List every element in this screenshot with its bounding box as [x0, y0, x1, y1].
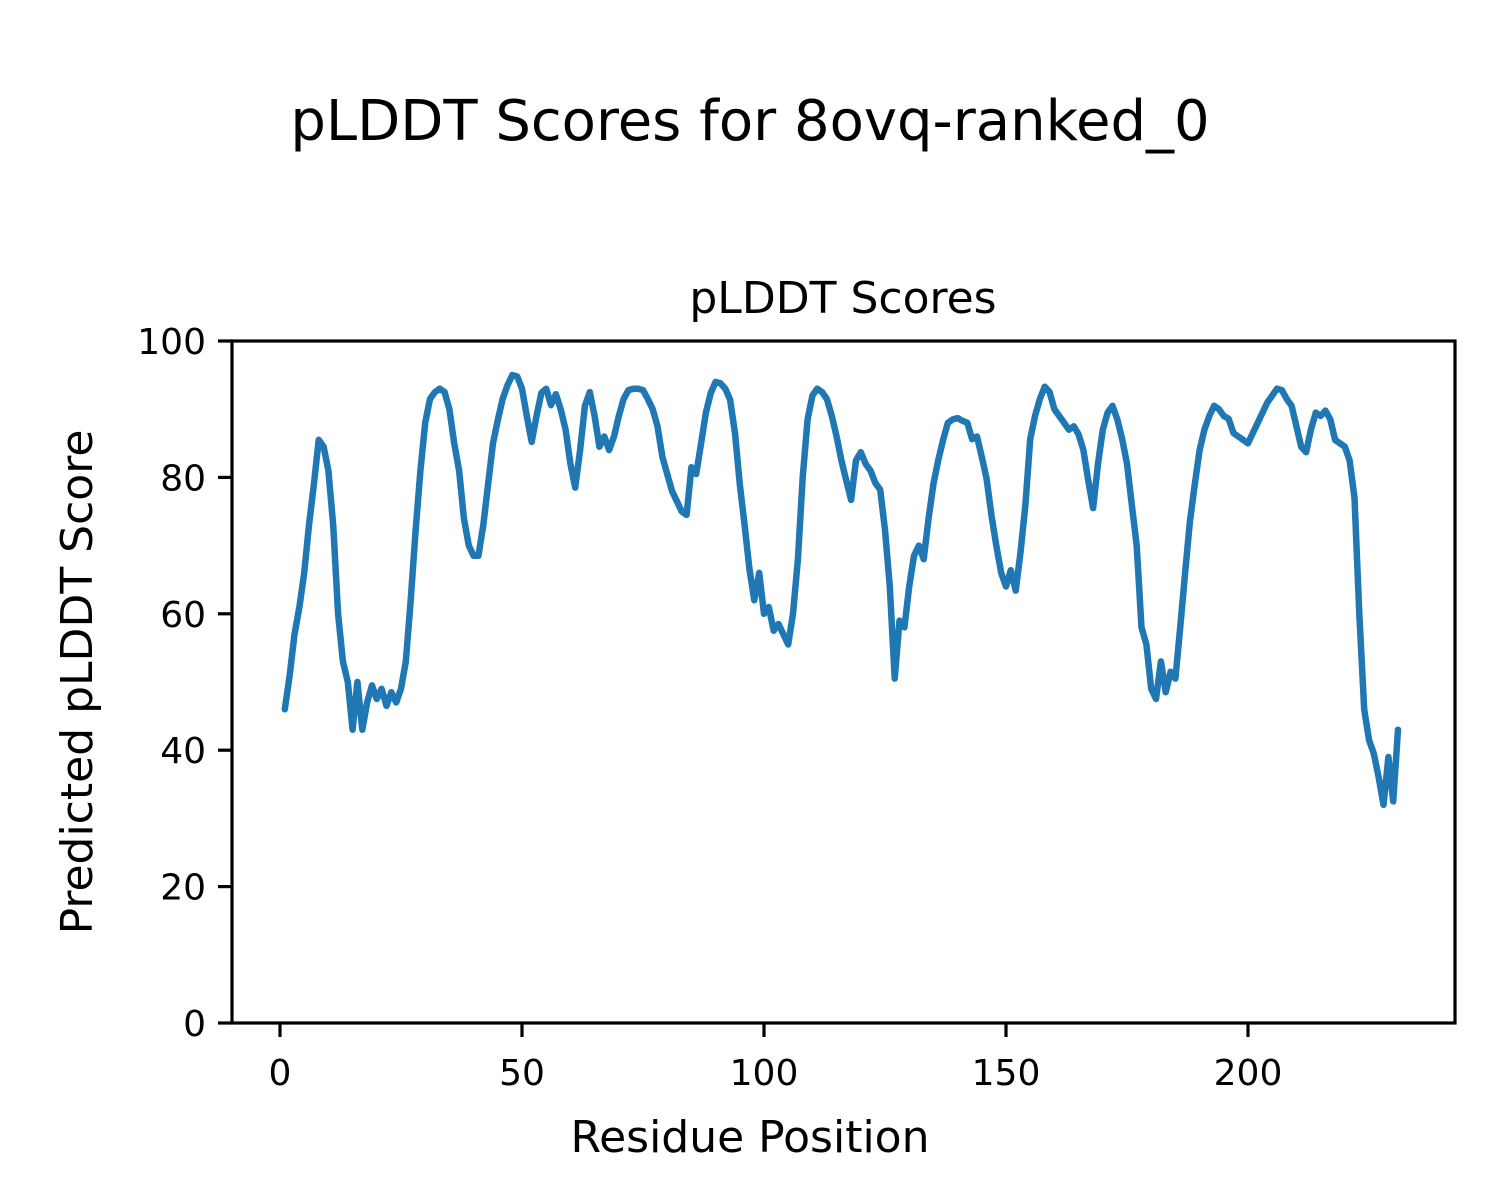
y-tick-label: 20 — [160, 868, 206, 909]
x-tick-label: 0 — [269, 1053, 292, 1094]
plot-area: 0 50 100 150 200 0 20 40 60 80 100 — [137, 322, 1457, 1094]
axes-title: pLDDT Scores — [689, 273, 996, 324]
y-tick-label: 40 — [160, 731, 206, 772]
y-tick-label: 100 — [137, 322, 206, 363]
x-tick-label: 100 — [730, 1053, 799, 1094]
y-tick-label: 60 — [160, 595, 206, 636]
y-tick-label: 0 — [183, 1004, 206, 1045]
x-tick-label: 200 — [1214, 1053, 1283, 1094]
x-tick-label: 50 — [499, 1053, 545, 1094]
y-tick-label: 80 — [160, 458, 206, 499]
figure-suptitle: pLDDT Scores for 8ovq-ranked_0 — [290, 89, 1209, 154]
x-tick-label: 150 — [972, 1053, 1041, 1094]
y-axis-label: Predicted pLDDT Score — [52, 430, 103, 935]
axes-spines — [230, 339, 1457, 1025]
plddt-score-line — [281, 371, 1402, 809]
x-axis-label: Residue Position — [570, 1112, 929, 1163]
